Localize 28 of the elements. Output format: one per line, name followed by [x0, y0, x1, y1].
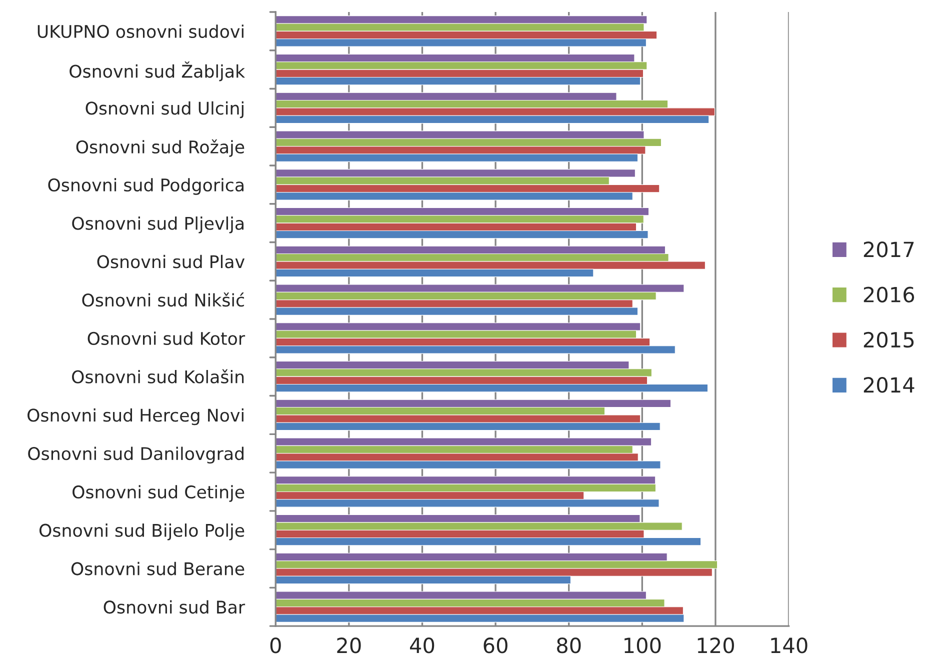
- y-tick-label: Osnovni sud Kotor: [88, 332, 246, 346]
- legend-label: 2015: [864, 332, 914, 348]
- x-tick-label: 0: [270, 638, 281, 654]
- y-tick-label: Osnovni sud Rožaje: [76, 139, 244, 157]
- x-tick-label: 40: [410, 638, 434, 654]
- y-tick-label: Osnovni sud Podgorica: [48, 178, 244, 195]
- y-tick-label: Osnovni sud Bar: [104, 600, 246, 614]
- y-tick-label: Osnovni sud Kolašin: [72, 369, 244, 384]
- y-tick-label: Osnovni sud Pljevlja: [72, 216, 244, 234]
- x-tick-label: 100: [624, 638, 661, 654]
- y-tick-label: UKUPNO osnovni sudovi: [38, 24, 244, 38]
- y-tick-label: Osnovni sud Herceg Novi: [28, 408, 244, 426]
- x-tick-label: 120: [698, 638, 734, 654]
- x-tick-label: 20: [337, 638, 361, 654]
- y-tick-label: Osnovni sud Danilovgrad: [28, 446, 244, 464]
- x-tick-label: 140: [771, 638, 808, 654]
- y-tick-label: Osnovni sud Žabljak: [70, 62, 246, 82]
- legend-label: 2017: [864, 242, 914, 258]
- y-tick-label: Osnovni sud Nikšić: [82, 292, 244, 307]
- x-tick-label: 80: [557, 638, 581, 654]
- y-tick-label: Osnovni sud Bijelo Polje: [40, 524, 244, 540]
- y-tick-label: Osnovni sud Plav: [97, 254, 245, 268]
- legend-label: 2016: [864, 286, 914, 302]
- y-tick-label: Osnovni sud Berane: [71, 562, 244, 576]
- y-tick-label: Osnovni sud Cetinje: [72, 485, 244, 502]
- y-tick-label: Osnovni sud Ulcinj: [86, 101, 244, 118]
- x-tick-label: 60: [484, 638, 508, 654]
- legend-label: 2014: [864, 377, 914, 393]
